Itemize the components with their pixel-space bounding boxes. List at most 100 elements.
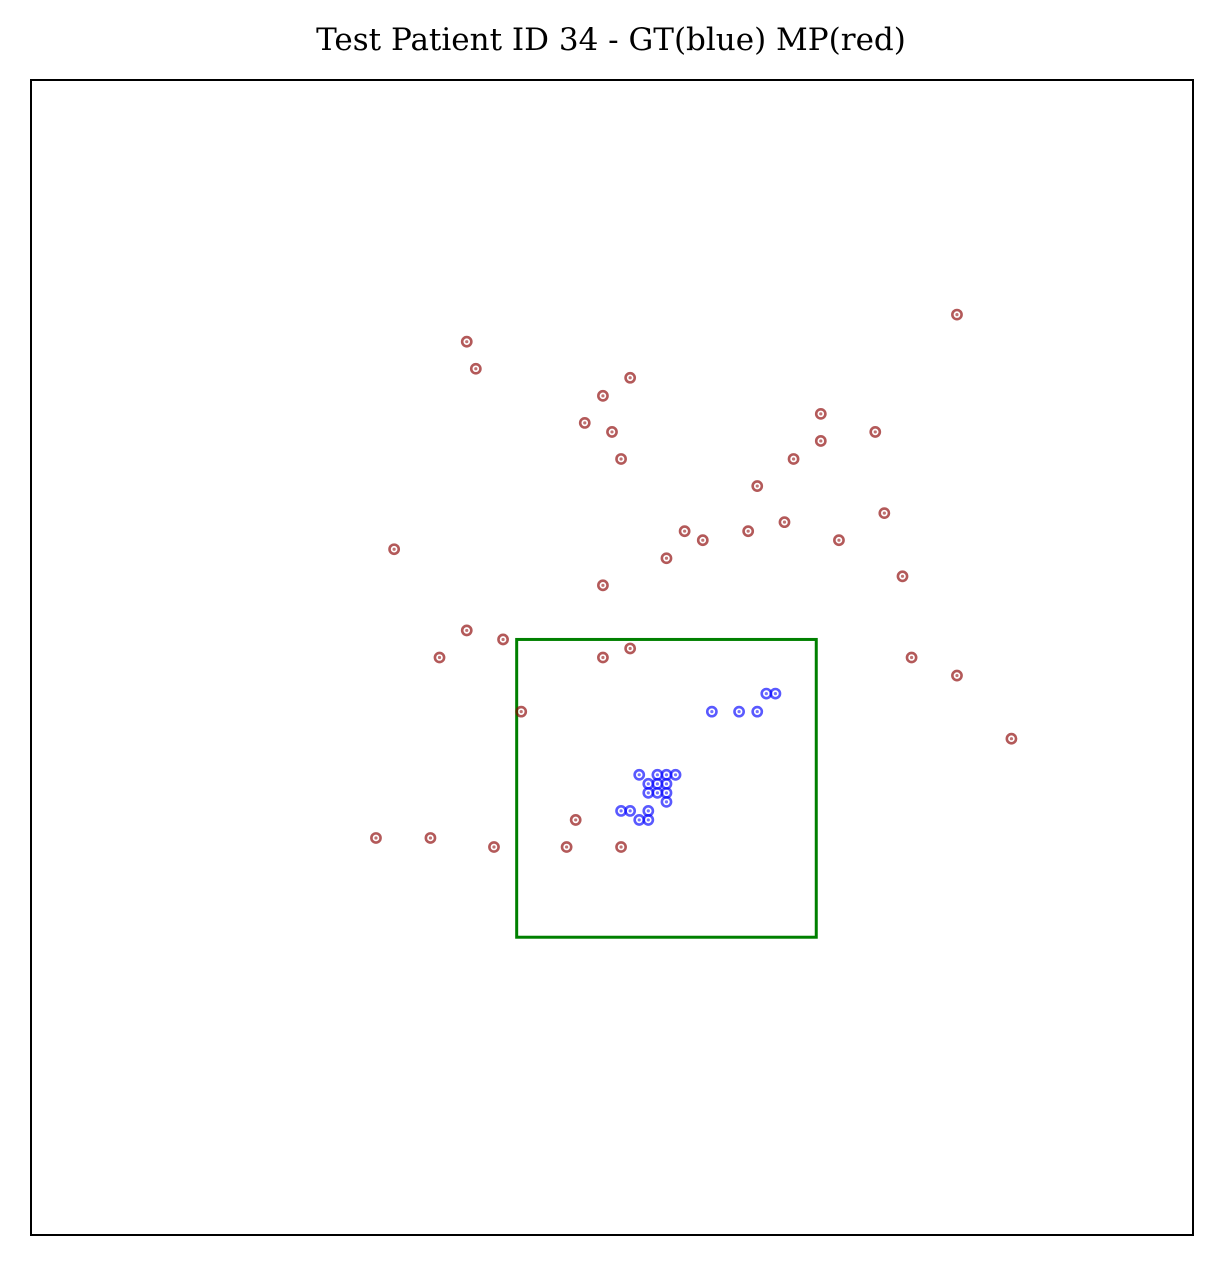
- series-0-point-4-center: [601, 394, 605, 398]
- series-0-point-19-center: [392, 547, 396, 551]
- marks-layer: [370, 308, 1018, 853]
- series-1-point-14-center: [664, 791, 669, 795]
- series-0-point-24-center: [501, 637, 505, 642]
- plot-frame: [30, 79, 1194, 1236]
- series-0-point-23-center: [465, 628, 469, 633]
- series-0-point-18: [833, 534, 845, 547]
- series-0-point-0: [951, 308, 963, 321]
- series-0-point-26-center: [437, 655, 442, 660]
- series-0-point-2-center: [474, 367, 478, 371]
- series-1-point-17-center: [628, 809, 632, 813]
- series-0-point-4: [597, 389, 609, 402]
- series-0-point-2: [469, 362, 482, 375]
- series-0-point-34-center: [428, 836, 433, 840]
- series-1-point-20-center: [646, 818, 650, 822]
- series-0-point-34: [424, 832, 437, 844]
- series-1-point-20: [642, 814, 655, 826]
- series-0-point-10: [615, 453, 627, 465]
- series-0-point-14-center: [782, 520, 787, 524]
- series-0-point-25: [624, 642, 637, 655]
- series-0-point-35-center: [492, 845, 496, 849]
- series-0-point-23: [460, 624, 473, 637]
- series-0-point-3-center: [628, 376, 632, 380]
- series-0-point-31: [1005, 732, 1018, 745]
- series-0-point-37: [615, 841, 627, 853]
- series-0-point-29: [951, 669, 963, 682]
- series-0-point-36: [560, 841, 573, 853]
- series-0-point-31-center: [1009, 737, 1014, 741]
- series-0-point-7: [606, 426, 618, 438]
- series-0-point-15: [678, 525, 691, 538]
- series-0-point-15-center: [683, 529, 687, 533]
- series-1-point-1: [769, 687, 782, 700]
- chart-title: Test Patient ID 34 - GT(blue) MP(red): [316, 22, 906, 58]
- series-0-point-9-center: [819, 439, 823, 443]
- series-0-point-22-center: [601, 583, 605, 587]
- series-0-point-11: [787, 453, 800, 465]
- series-0-point-1-center: [465, 340, 469, 344]
- series-1-point-7-center: [664, 773, 669, 777]
- series-0-point-16-center: [746, 529, 750, 533]
- series-1-point-15: [660, 795, 673, 808]
- series-1-point-18-center: [646, 809, 650, 813]
- region-box-layer: [515, 637, 818, 939]
- series-1-point-12-center: [646, 791, 650, 795]
- series-0-point-29-center: [955, 673, 959, 678]
- series-1-point-19-center: [637, 818, 641, 822]
- series-0-point-27-center: [601, 655, 605, 660]
- series-0-point-35: [488, 841, 500, 853]
- series-1-point-16-center: [619, 809, 623, 813]
- series-0-point-12-center: [755, 484, 759, 488]
- series-0-point-8-center: [873, 430, 877, 434]
- series-1-point-1-center: [773, 691, 778, 696]
- series-1-point-10-center: [655, 782, 659, 786]
- series-0-point-30: [515, 705, 528, 718]
- series-0-point-10-center: [619, 457, 623, 461]
- series-0-point-12: [751, 480, 764, 492]
- series-1-point-3: [733, 705, 745, 718]
- series-0-point-6: [578, 416, 591, 429]
- series-0-point-33: [370, 832, 382, 844]
- series-0-point-20-center: [664, 556, 669, 560]
- series-0-point-11-center: [791, 457, 796, 461]
- series-1: [615, 687, 782, 826]
- series-0-point-6-center: [583, 421, 587, 425]
- series-1-point-5-center: [637, 773, 641, 777]
- series-0-point-24: [497, 633, 509, 646]
- series-0-point-28: [905, 651, 918, 664]
- region-box: [515, 637, 818, 939]
- series-0-point-26: [433, 651, 446, 664]
- series-0-point-5: [814, 407, 827, 420]
- series-0-point-30-center: [519, 710, 523, 714]
- series-1-point-15-center: [664, 800, 669, 804]
- series-0-point-36-center: [565, 845, 569, 849]
- series-0-point-18-center: [837, 538, 841, 542]
- series-0: [370, 308, 1018, 853]
- series-0-point-21: [896, 570, 909, 583]
- series-0-point-32: [569, 814, 582, 826]
- series-1-point-17: [624, 804, 637, 817]
- series-0-point-28-center: [909, 655, 914, 660]
- series-0-point-13: [878, 507, 891, 520]
- series-1-point-5: [633, 768, 646, 781]
- series-0-point-1: [460, 335, 473, 348]
- series-0-point-9: [814, 435, 827, 447]
- series-0-point-16: [742, 525, 755, 538]
- series-1-point-2-center: [710, 710, 714, 714]
- series-1-point-2: [705, 705, 718, 718]
- series-0-point-14: [778, 516, 791, 529]
- series-0-point-8: [869, 426, 882, 438]
- series-0-point-32-center: [574, 818, 578, 822]
- series-0-point-19: [388, 543, 401, 556]
- series-1-point-3-center: [737, 710, 741, 714]
- series-0-point-17-center: [701, 538, 705, 542]
- series-1-point-11-center: [664, 782, 669, 786]
- series-1-point-4-center: [755, 710, 759, 714]
- series-0-point-37-center: [619, 845, 623, 849]
- series-1-point-8-center: [673, 773, 678, 777]
- series-1-point-0-center: [764, 691, 768, 696]
- series-1-point-8: [669, 768, 682, 781]
- series-0-point-5-center: [819, 412, 823, 416]
- series-1-point-6-center: [655, 773, 659, 777]
- series-0-point-3: [624, 371, 637, 384]
